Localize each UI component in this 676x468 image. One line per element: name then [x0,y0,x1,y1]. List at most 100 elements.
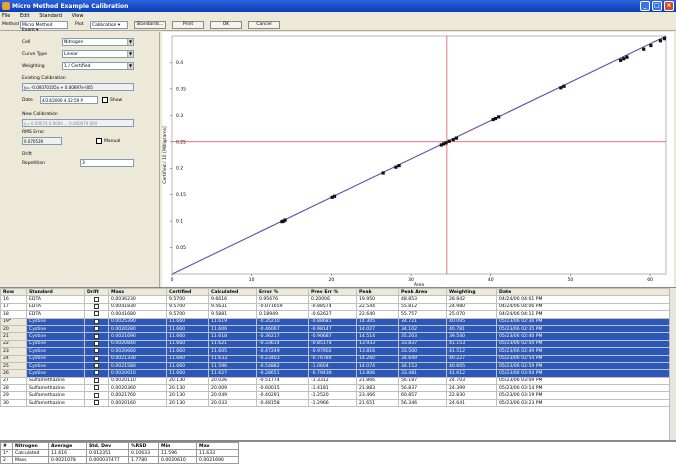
ok-button[interactable]: OK [210,21,242,29]
drift-checkbox-cell[interactable] [84,369,109,378]
table-cell: 11.633 [208,354,257,363]
table-cell: Cystine [26,339,85,349]
drift-checkbox-cell[interactable] [84,376,109,386]
drift-checkbox-cell[interactable] [84,317,109,326]
drift-checkbox[interactable] [94,348,99,354]
menu-bar: File Edit Standard View [0,12,676,20]
column-header[interactable]: Mass [108,287,167,297]
column-header[interactable]: Peak [356,287,399,297]
table-row[interactable]: 29 Sulfamethazine 0.0021760 20.130 20.049 -0.… [0,391,670,400]
x-tick-label: 20 [328,277,334,283]
drift-checkbox[interactable] [94,296,99,302]
table-row[interactable]: 19* Cystine 0.0025390 11.660 11.619 -0.35210-… [0,317,670,326]
curve-type-select[interactable]: Linear ▼ [62,50,134,58]
drift-checkbox[interactable] [94,319,99,324]
maximize-button[interactable]: □ [652,1,662,11]
drift-checkbox[interactable] [94,341,99,346]
table-row[interactable]: 16 EDTA 0.0036230 9.5700 9.6616 0.95676 0.2000… [0,295,670,304]
show-label: Show [110,98,123,103]
table-row[interactable]: 28 Sulfamethazine 0.0020360 20.130 20.009 -0.… [0,384,670,393]
row-number: 16 [0,295,27,304]
plot-select[interactable]: Calibration ▾ [90,21,128,29]
column-header[interactable]: Date [496,287,670,297]
row-number: 22 [0,339,27,349]
data-point [454,136,459,140]
standards-button[interactable]: Standards... [134,21,166,29]
table-row[interactable]: 30 Sulfamethazine 0.0020160 20.130 20.033 -0.… [0,398,670,408]
drift-checkbox-cell[interactable] [84,339,109,349]
menu-view[interactable]: View [71,13,84,19]
table-row[interactable]: 23 Cystine 0.0020660 11.660 11.605 -0.47249 -0… [0,347,670,356]
column-header[interactable]: Certified [166,287,209,297]
drift-checkbox[interactable] [94,370,99,376]
column-header[interactable]: Row [0,287,27,297]
table-cell: Cystine [26,361,85,371]
manual-checkbox[interactable] [96,138,102,144]
y-tick-label: 0.35 [176,86,186,92]
method-select[interactable]: Micro Method Exam ▾ [20,21,68,33]
cell-select[interactable]: Nitrogen ▼ [62,38,134,46]
column-header[interactable]: Drift [84,287,109,297]
drift-checkbox[interactable] [94,304,99,309]
table-cell: 14.027 [356,324,399,334]
drift-checkbox[interactable] [94,400,99,406]
grid-scrollbar[interactable] [669,288,676,440]
table-row[interactable]: 17 EDTA 0.0041830 9.5700 9.5631 -0.071659 -0.8… [0,302,670,312]
table-row[interactable]: 18 EDTA 0.0041680 9.5700 9.5881 0.18949 -0.626… [0,310,670,319]
column-header[interactable]: Prev Err % [308,287,357,297]
drift-checkbox[interactable] [94,356,99,361]
drift-checkbox[interactable] [94,393,99,398]
drift-checkbox-cell[interactable] [84,398,109,408]
table-row[interactable]: 22 Cystine 0.0020840 11.660 11.621 -0.33614 -0… [0,339,670,349]
table-row[interactable]: 20 Cystine 0.0020280 11.660 11.606 -0.46067 -0… [0,324,670,334]
table-cell: 05/23/06 02:54 PM [496,354,670,363]
cancel-button[interactable]: Cancel [248,21,280,29]
column-header[interactable]: Standard [26,287,85,297]
menu-edit[interactable]: Edit [19,13,30,19]
x-tick-label: 40 [488,277,494,283]
drift-checkbox[interactable] [94,333,99,339]
drift-checkbox-cell[interactable] [84,354,109,363]
drift-checkbox[interactable] [94,363,99,369]
drift-checkbox-cell[interactable] [84,391,109,400]
drift-checkbox[interactable] [94,385,99,391]
drift-checkbox-cell[interactable] [84,361,109,371]
drift-checkbox-cell[interactable] [84,295,109,304]
repetition-input[interactable]: 3 [80,159,134,167]
drift-checkbox-cell[interactable] [84,384,109,393]
table-cell: 22.544 [356,302,399,312]
table-cell: Cystine [26,332,85,341]
menu-standard[interactable]: Standard [39,13,62,19]
drift-checkbox-cell[interactable] [84,347,109,356]
table-row[interactable]: 26 Cystine 0.0020610 11.660 11.627 -0.28651 -0… [0,369,670,378]
column-header[interactable]: Calculated [208,287,257,297]
weighting-select[interactable]: 1 / Certified ▼ [62,62,134,70]
table-row[interactable]: 21 Cystine 0.0021690 11.660 11.618 -0.36217 -0… [0,332,670,341]
close-button[interactable]: × [664,1,674,11]
table-row[interactable]: 27 Sulfamethazine 0.0020110 20.130 20.026 -0.… [0,376,670,386]
table-cell: -0.79436 [308,369,357,378]
drift-checkbox[interactable] [94,326,99,332]
menu-file[interactable]: File [2,13,11,19]
table-cell: -0.35210 [256,317,309,326]
minimize-button[interactable]: _ [640,1,650,11]
drift-checkbox-cell[interactable] [84,324,109,334]
data-point [447,139,451,143]
drift-checkbox-cell[interactable] [84,302,109,312]
table-row[interactable]: 24 Cystine 0.0021330 11.660 11.633 -0.23403 -0… [0,354,670,363]
drift-checkbox[interactable] [94,378,99,383]
table-cell: 28.842 [446,295,497,304]
repetition-label: Repetition [22,161,45,166]
drift-checkbox-cell[interactable] [84,310,109,319]
drift-checkbox[interactable] [94,311,99,317]
drift-checkbox-cell[interactable] [84,332,109,341]
column-header[interactable]: Weighting [446,287,497,297]
show-checkbox[interactable] [102,97,108,103]
statistics-cell: 1* [0,449,13,457]
table-row[interactable]: 25 Cystine 0.0021580 11.660 11.596 -0.54882 -1… [0,361,670,371]
print-button[interactable]: Print [172,21,204,29]
column-header[interactable]: Peak Area [398,287,447,297]
column-header[interactable]: Error % [256,287,309,297]
table-cell: 0.0021690 [108,332,167,341]
existing-calibration-label: Existing Calibration [22,76,66,81]
